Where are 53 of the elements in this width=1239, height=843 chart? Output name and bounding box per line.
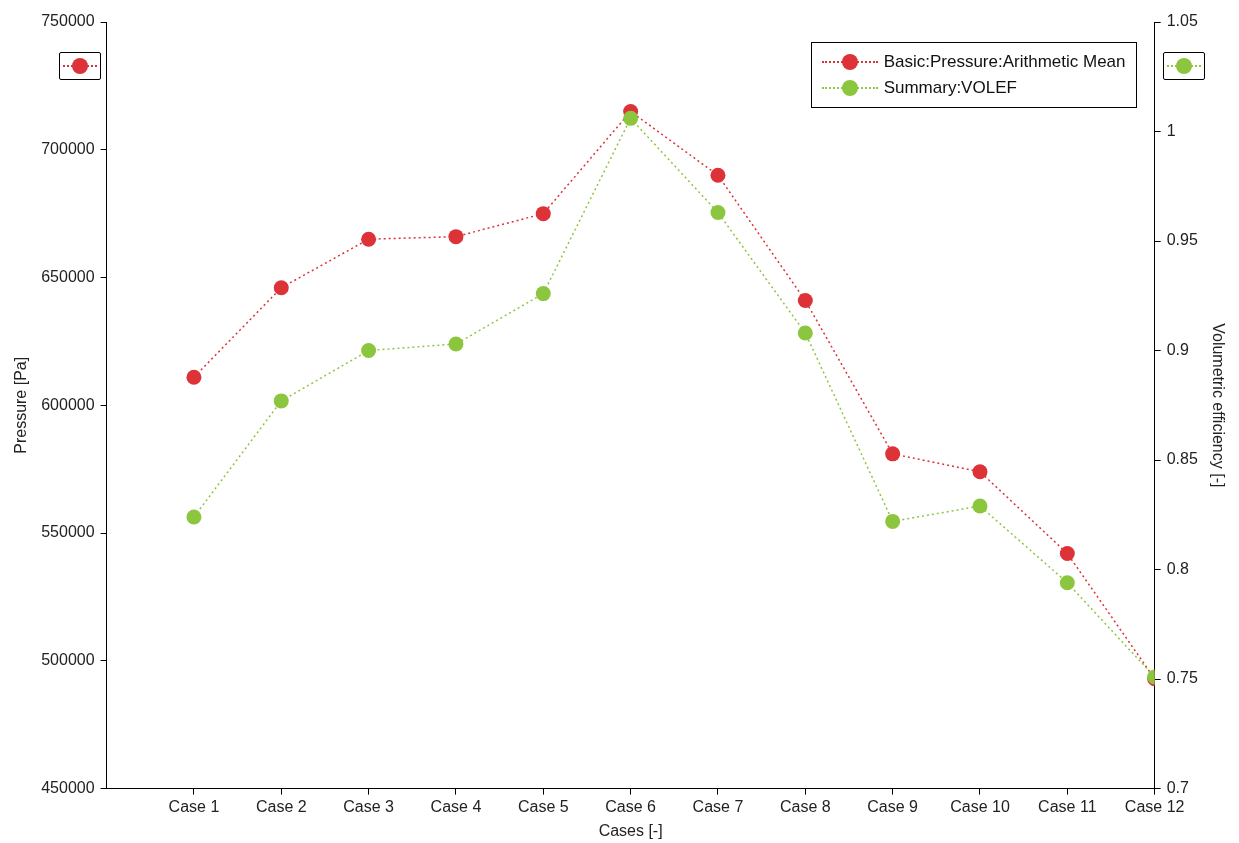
point	[186, 369, 202, 385]
point	[448, 336, 464, 352]
y-axis-title: Pressure [Pa]	[12, 356, 30, 454]
point	[448, 229, 464, 245]
y2-tick-label: 0.95	[1166, 231, 1198, 249]
point	[797, 325, 813, 341]
point	[186, 509, 202, 525]
x-tick-label: Case 12	[1124, 797, 1185, 815]
x-tick-label: Case 8	[779, 797, 831, 815]
legend-label: Summary:VOLEF	[883, 78, 1017, 98]
y-tick-label: 650000	[41, 267, 95, 285]
x-tick-label: Case 1	[168, 797, 220, 815]
y2-axis-title: Volumetric efficiency [-]	[1209, 323, 1227, 488]
y-tick-label: 750000	[41, 12, 95, 30]
x-axis-title: Cases [-]	[598, 821, 663, 839]
point	[273, 280, 289, 296]
x-tick-label: Case 2	[255, 797, 307, 815]
y-tick-label: 700000	[41, 140, 95, 158]
x-tick-label: Case 6	[605, 797, 657, 815]
y2-tick-label: 0.9	[1166, 340, 1189, 358]
point	[972, 498, 988, 514]
y2-tick-label: 1.05	[1166, 12, 1198, 30]
y-tick-label: 450000	[41, 779, 95, 797]
point	[535, 206, 551, 222]
x-tick-label: Case 7	[692, 797, 744, 815]
x-tick-label: Case 9	[867, 797, 919, 815]
x-tick-label: Case 3	[343, 797, 395, 815]
y2-tick-label: 1	[1166, 121, 1176, 139]
legend-label: Basic:Pressure:Arithmetic Mean	[883, 52, 1126, 72]
point	[361, 343, 377, 359]
point	[885, 446, 901, 462]
x-tick-label: Case 4	[430, 797, 482, 815]
y2-tick-label: 0.75	[1166, 669, 1198, 687]
y2-tick-label: 0.85	[1166, 450, 1198, 468]
y-tick-label: 500000	[41, 651, 95, 669]
point	[972, 464, 988, 480]
x-tick-label: Case 5	[517, 797, 569, 815]
point	[710, 205, 726, 221]
point	[797, 293, 813, 309]
point	[273, 393, 289, 409]
point	[535, 286, 551, 302]
y-tick-label: 600000	[41, 395, 95, 413]
y2-tick-label: 0.8	[1166, 559, 1189, 577]
y2-tick-label: 0.7	[1166, 779, 1189, 797]
point	[710, 167, 726, 183]
x-tick-label: Case 11	[1038, 797, 1097, 815]
point	[361, 231, 377, 247]
y-tick-label: 550000	[41, 523, 95, 541]
point	[1059, 575, 1075, 591]
point	[623, 110, 639, 126]
x-tick-label: Case 10	[950, 797, 1010, 815]
point	[1059, 546, 1075, 562]
point	[885, 513, 901, 529]
